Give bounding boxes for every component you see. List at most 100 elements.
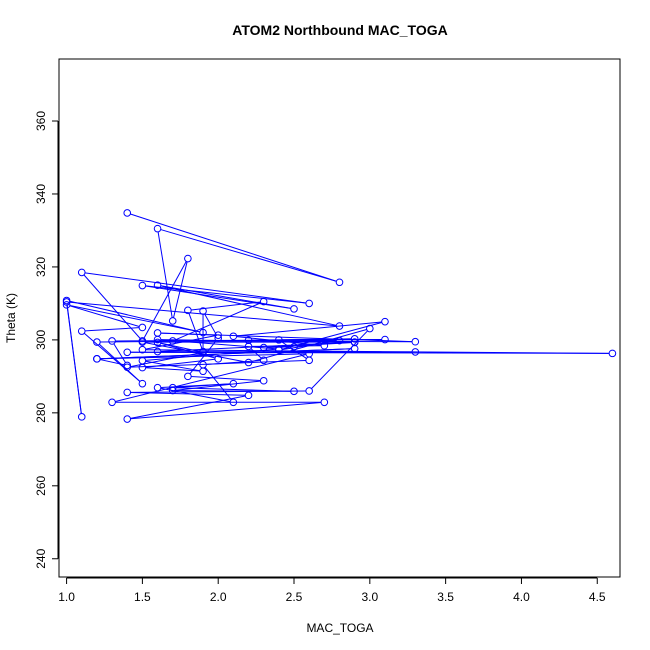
data-point <box>229 332 238 341</box>
data-point <box>123 388 132 397</box>
data-point <box>108 337 116 345</box>
data-point <box>335 336 344 345</box>
data-point <box>138 323 147 332</box>
series-segment <box>145 285 291 309</box>
data-point <box>138 338 147 346</box>
data-point <box>259 297 268 306</box>
data-point <box>77 413 86 421</box>
data-point <box>290 305 298 313</box>
data-point <box>244 391 253 400</box>
data-point <box>381 335 389 344</box>
series-segment <box>143 261 187 339</box>
data-point <box>411 337 420 346</box>
x-tick-label: 4.5 <box>589 590 606 604</box>
series-segment <box>175 302 261 341</box>
data-point <box>244 336 253 345</box>
data-point <box>214 331 223 339</box>
series-segment <box>311 330 368 389</box>
series-segment <box>69 305 140 328</box>
data-point <box>199 367 207 376</box>
series-segment <box>130 213 337 282</box>
data-point <box>214 355 223 363</box>
data-point <box>320 341 329 350</box>
data-point <box>168 383 177 392</box>
data-point <box>138 379 147 388</box>
x-tick-label: 1.5 <box>134 590 151 604</box>
data-point <box>320 398 329 407</box>
series-segment <box>281 322 382 350</box>
series-segment <box>282 338 352 341</box>
series-segment <box>99 343 141 382</box>
x-axis: 1.0 1.5 2.0 2.5 3.0 3.5 4.0 4.5 <box>58 577 606 604</box>
data-point <box>153 224 162 233</box>
data-point <box>153 281 162 289</box>
data-point <box>62 296 71 305</box>
plot-frame <box>58 58 621 578</box>
series-segment <box>191 376 261 382</box>
x-tick-label: 1.0 <box>58 590 75 604</box>
data-point <box>138 363 147 372</box>
series-segment <box>130 402 322 420</box>
data-point <box>138 356 147 365</box>
data-point <box>259 343 268 352</box>
series-segment <box>176 390 291 392</box>
series-segment <box>160 229 337 282</box>
series-segment <box>145 349 610 354</box>
data-point <box>335 322 344 330</box>
x-tick-label: 3.5 <box>437 590 454 604</box>
series-segment <box>66 303 82 414</box>
data-point <box>184 306 192 315</box>
data-point <box>153 347 162 356</box>
y-tick-label: 280 <box>34 403 48 423</box>
series-segment <box>113 343 126 363</box>
series-segment <box>160 285 337 326</box>
data-point <box>168 337 177 345</box>
data-point <box>153 383 162 392</box>
data-point <box>335 278 344 287</box>
series-points <box>62 209 617 423</box>
x-tick-label: 2.0 <box>210 590 227 604</box>
data-point <box>77 268 86 277</box>
data-point <box>290 343 298 351</box>
series-segment <box>145 360 200 372</box>
data-point <box>275 345 283 353</box>
series-segment <box>160 339 276 350</box>
series-segment <box>191 301 261 311</box>
data-point <box>138 345 147 354</box>
y-tick-label: 340 <box>34 184 48 204</box>
series-segment <box>189 340 217 375</box>
data-point <box>229 398 238 407</box>
series-segment <box>69 305 200 333</box>
data-point <box>199 348 207 357</box>
series-segment <box>100 353 306 360</box>
data-point <box>93 355 101 363</box>
data-point <box>350 338 359 347</box>
series-segment <box>100 359 125 366</box>
series-segment <box>84 272 306 304</box>
data-point <box>366 324 374 333</box>
series-segment <box>160 285 291 309</box>
series-segment <box>175 387 291 392</box>
series-segment <box>160 342 200 353</box>
y-tick-label: 260 <box>34 475 48 495</box>
data-point <box>305 387 313 395</box>
data-point <box>62 301 71 309</box>
data-point <box>168 317 177 325</box>
chart-title: ATOM2 Northbound MAC_TOGA <box>232 22 447 38</box>
x-tick-label: 3.0 <box>361 590 378 604</box>
data-point <box>123 348 132 357</box>
data-point <box>108 398 116 407</box>
series-segment <box>145 367 200 372</box>
series-segment <box>204 366 232 401</box>
data-point <box>350 334 359 343</box>
data-point <box>214 334 223 342</box>
y-tick-label: 240 <box>34 548 48 568</box>
data-point <box>123 209 132 217</box>
data-point <box>123 415 132 423</box>
y-axis-label: Theta (K) <box>4 293 18 343</box>
data-point <box>381 317 389 326</box>
data-point <box>123 363 132 372</box>
series-segment <box>69 300 200 333</box>
data-point <box>153 338 162 347</box>
